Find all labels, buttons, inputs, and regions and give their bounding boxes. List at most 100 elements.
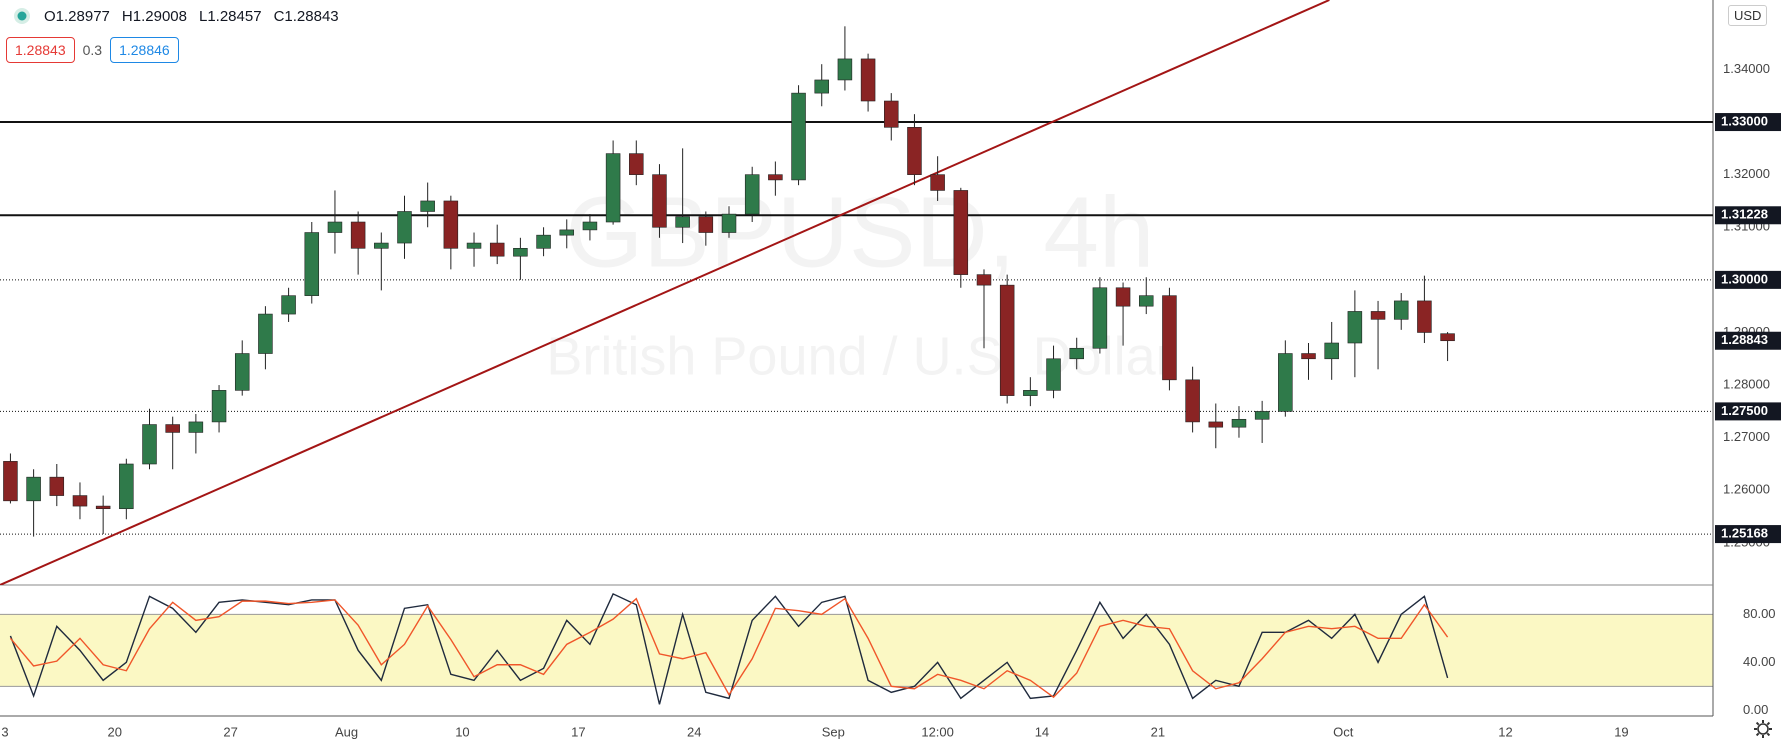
settings-icon[interactable] bbox=[1752, 718, 1774, 740]
y-tick-label: 1.34000 bbox=[1723, 61, 1770, 76]
buy-button[interactable]: 1.28846 bbox=[110, 37, 179, 63]
candle-body bbox=[443, 200, 459, 249]
y-tick-label: 80.00 bbox=[1743, 606, 1776, 621]
candle-body bbox=[350, 221, 366, 249]
candle-body bbox=[814, 79, 829, 94]
candle-body bbox=[26, 476, 41, 502]
candle-body bbox=[1231, 418, 1247, 428]
x-tick-label: 20 bbox=[108, 724, 122, 739]
candle-body bbox=[559, 229, 575, 236]
candle-body bbox=[698, 216, 714, 233]
currency-button[interactable]: USD bbox=[1728, 5, 1768, 26]
candle-body bbox=[49, 476, 65, 496]
candle-body bbox=[1278, 353, 1293, 412]
candle-body bbox=[234, 353, 250, 391]
band bbox=[0, 614, 1713, 687]
price-badge-label: 1.25168 bbox=[1721, 526, 1768, 541]
candle-body bbox=[1208, 421, 1224, 428]
price-badge bbox=[1715, 113, 1781, 132]
candle-body bbox=[165, 424, 180, 433]
ohlc-key: L bbox=[198, 7, 208, 25]
status-icon bbox=[14, 8, 30, 24]
x-tick-label: Sep bbox=[822, 724, 845, 739]
candle-body bbox=[1393, 300, 1409, 320]
candle-body bbox=[860, 58, 876, 102]
candle-body bbox=[629, 153, 644, 175]
x-tick-label: 12:00 bbox=[921, 724, 954, 739]
ohlc-value: 1.28977 bbox=[55, 7, 110, 25]
candle-body bbox=[744, 174, 760, 215]
candle-body bbox=[397, 211, 412, 244]
candle-body bbox=[1162, 295, 1177, 381]
ohlc-legend: O1.28977 H1.29008 L1.28457 C1.28843 bbox=[12, 6, 339, 26]
price-badge bbox=[1715, 331, 1781, 350]
candle-body bbox=[1254, 411, 1270, 420]
y-tick-label: 0.00 bbox=[1743, 702, 1768, 717]
candle-body bbox=[605, 153, 621, 223]
ohlc-item: L1.28457 bbox=[199, 8, 262, 25]
candle-body bbox=[1417, 300, 1432, 333]
candle-body bbox=[791, 92, 806, 181]
price-badge bbox=[1715, 525, 1781, 544]
ohlc-item: H1.29008 bbox=[122, 8, 187, 25]
candle-body bbox=[304, 232, 320, 296]
watermark: British Pound / U.S. Dollar bbox=[546, 326, 1173, 386]
candle-body bbox=[1115, 287, 1131, 307]
stoch-line bbox=[9, 597, 1449, 699]
x-tick-label: 21 bbox=[1151, 724, 1165, 739]
candle-body bbox=[837, 58, 853, 81]
candle-body bbox=[1092, 287, 1108, 349]
candle-body bbox=[1138, 295, 1154, 307]
ohlc-item: O1.28977 bbox=[44, 8, 110, 25]
candle-body bbox=[999, 284, 1015, 396]
candle-body bbox=[211, 390, 227, 423]
y-tick-label: 40.00 bbox=[1743, 654, 1776, 669]
candle-body bbox=[721, 213, 737, 233]
candle-body bbox=[652, 174, 667, 228]
x-tick-label: 12 bbox=[1498, 724, 1512, 739]
candle-body bbox=[1347, 311, 1363, 344]
candle-body bbox=[95, 505, 111, 510]
x-tick-label: Oct bbox=[1333, 724, 1354, 739]
candle-body bbox=[1324, 342, 1339, 360]
y-tick-label: 1.32000 bbox=[1723, 166, 1770, 181]
candle-body bbox=[930, 174, 945, 191]
candle-body bbox=[1301, 353, 1316, 360]
candle-body bbox=[3, 461, 18, 502]
ohlc-key: C bbox=[273, 7, 285, 25]
candle-body bbox=[1023, 390, 1038, 396]
sell-button[interactable]: 1.28843 bbox=[6, 37, 75, 63]
candle-body bbox=[72, 495, 88, 507]
trendline bbox=[0, 0, 1330, 585]
candle-body bbox=[374, 242, 389, 249]
ohlc-value: 1.29008 bbox=[132, 7, 187, 25]
candle-body bbox=[466, 242, 482, 249]
candle-body bbox=[953, 190, 969, 275]
candle-body bbox=[119, 463, 134, 510]
y-tick-label: 1.27000 bbox=[1723, 429, 1770, 444]
x-tick-label: 17 bbox=[571, 724, 585, 739]
x-tick-label: 19 bbox=[1614, 724, 1628, 739]
x-tick-label: Aug bbox=[335, 724, 358, 739]
candle-body bbox=[1185, 379, 1200, 423]
spread: 0.3 bbox=[82, 42, 103, 58]
candle-body bbox=[327, 221, 343, 233]
price-badge-label: 1.28843 bbox=[1721, 332, 1768, 347]
x-tick-label: 24 bbox=[687, 724, 701, 739]
candle-body bbox=[489, 242, 505, 257]
x-tick-label: 27 bbox=[223, 724, 237, 739]
y-tick-label: 1.28000 bbox=[1723, 377, 1770, 392]
price-badge-label: 1.30000 bbox=[1721, 271, 1768, 286]
x-tick-label: 10 bbox=[455, 724, 469, 739]
ohlc-value: 1.28457 bbox=[207, 7, 262, 25]
candle-body bbox=[188, 421, 204, 433]
ohlc-key: O bbox=[44, 7, 56, 25]
price-badge bbox=[1715, 206, 1781, 225]
ohlc-item: C1.28843 bbox=[274, 8, 339, 25]
ohlc-key: H bbox=[121, 7, 133, 25]
candle-body bbox=[536, 234, 551, 249]
price-badge-label: 1.33000 bbox=[1721, 113, 1768, 128]
x-tick-label: 3 bbox=[1, 724, 8, 739]
